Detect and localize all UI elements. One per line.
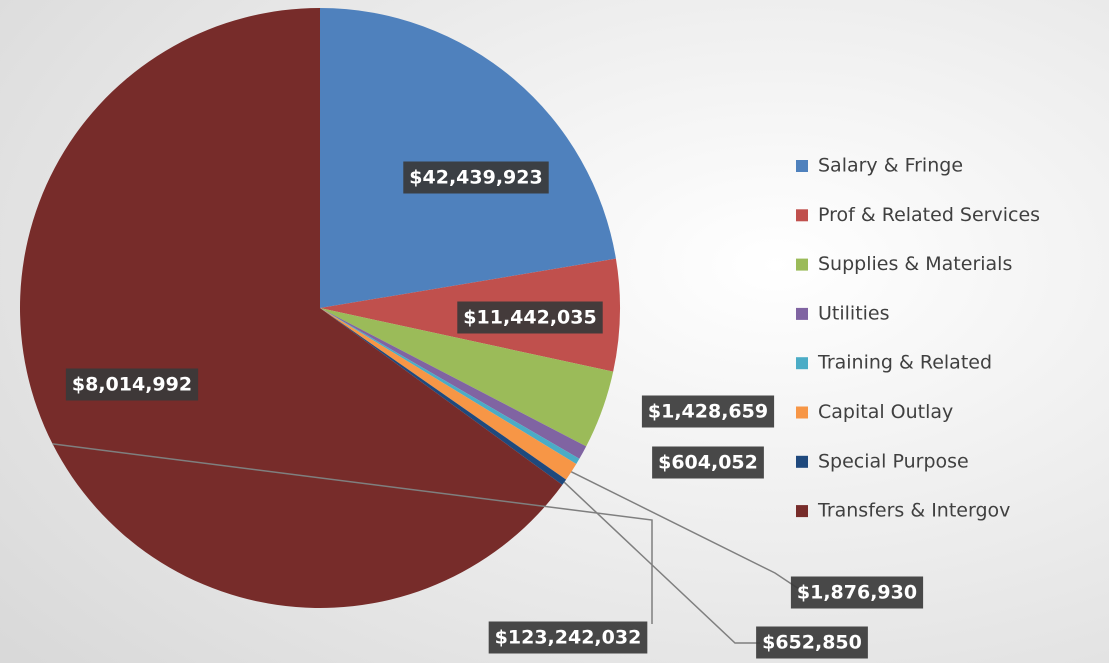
- value-label-box: [403, 161, 549, 194]
- value-label-box: [65, 368, 199, 401]
- value-label: $1,876,930: [790, 576, 924, 609]
- value-label-text: $1,428,659: [648, 401, 768, 423]
- value-label: $1,428,659: [641, 395, 775, 428]
- pie-slice: [20, 8, 563, 608]
- value-label: $604,052: [652, 446, 764, 479]
- pie-slice: [320, 308, 577, 480]
- legend-swatch: [796, 357, 808, 370]
- value-label-box: [756, 626, 868, 659]
- pie-slice: [320, 308, 587, 459]
- value-label-box: [790, 576, 924, 609]
- value-label-text: $123,242,032: [495, 627, 642, 649]
- legend-label: Transfers & Intergov: [817, 500, 1010, 522]
- legend-swatch: [796, 505, 808, 518]
- legend-label: Prof & Related Services: [818, 204, 1040, 226]
- value-label: $11,442,035: [457, 301, 603, 334]
- value-label: $42,439,923: [403, 161, 549, 194]
- legend-label: Supplies & Materials: [818, 253, 1012, 275]
- value-label: $652,850: [756, 626, 868, 659]
- legend-label: Salary & Fringe: [818, 155, 963, 177]
- value-label-box: [457, 301, 603, 334]
- legend-swatch: [796, 406, 808, 419]
- value-label-text: $8,014,992: [72, 374, 192, 396]
- leader-line: [52, 443, 653, 624]
- legend-label: Utilities: [818, 302, 890, 324]
- value-label-box: [652, 446, 764, 479]
- pie-slice: [320, 8, 616, 308]
- value-label-text: $604,052: [658, 452, 758, 474]
- value-label-text: $1,876,930: [797, 582, 917, 604]
- value-label: $123,242,032: [488, 621, 648, 654]
- value-label-text: $11,442,035: [463, 307, 596, 329]
- legend-swatch: [796, 258, 808, 271]
- legend-swatch: [796, 307, 808, 320]
- pie-slice: [320, 308, 567, 485]
- legend-swatch: [796, 160, 808, 172]
- legend-label: Training & Related: [817, 352, 992, 374]
- legend-label: Capital Outlay: [818, 401, 953, 423]
- value-label: $8,014,992: [65, 368, 199, 401]
- leader-line: [563, 481, 760, 644]
- value-label-box: [641, 395, 775, 428]
- pie-slice: [320, 308, 580, 464]
- legend-swatch: [796, 209, 808, 222]
- pie-slice: [320, 308, 614, 447]
- value-label-text: $42,439,923: [409, 167, 542, 189]
- legend-swatch: [796, 455, 808, 468]
- value-label-text: $652,850: [762, 632, 862, 654]
- legend-label: Special Purpose: [818, 450, 969, 472]
- value-label-box: [488, 621, 648, 654]
